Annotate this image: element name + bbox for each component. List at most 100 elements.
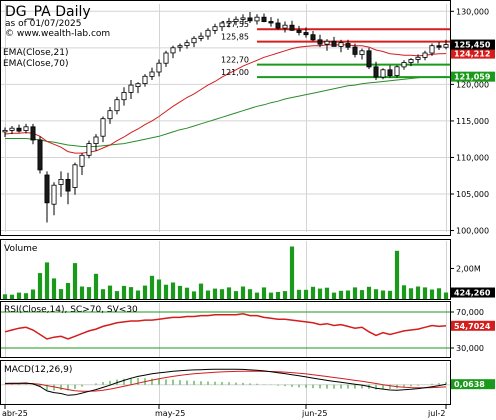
volume-bar [394,250,400,299]
candle-body [394,66,400,77]
last-ema21-label: 124,212 [454,50,490,59]
volume-bar [30,289,36,299]
candle-body [366,50,372,68]
candle-body [79,154,85,167]
macd-line [4,368,447,396]
volume-bar [23,293,29,299]
volume-bar [149,275,155,299]
level-label: 122,70 [221,56,249,65]
volume-bar [9,294,15,299]
rsi-tick-label: 30,000 [456,344,484,353]
candle-body [422,52,428,58]
candle-body [212,26,218,31]
volume-bar [86,287,92,299]
candle-body [226,21,232,24]
volume-bar [401,285,407,299]
candle-body [44,174,50,204]
candle-body [198,35,204,39]
macd-label: MACD(12,26,9) [4,365,72,375]
candle-body [128,84,134,93]
volume-bar [261,287,267,299]
candle-body [296,29,302,33]
candle-body [23,126,29,131]
candle-body [16,127,22,132]
level-label: 127,55 [221,20,249,29]
candle-body [289,24,295,31]
rsi-line [4,313,447,340]
candle-body [415,56,421,60]
candle-body [107,110,113,120]
candle-body [37,139,43,171]
series-layer: 127,55 125,85 122,70 121,00 [1,12,450,396]
x-tick-label: jul-2 [427,409,446,418]
x-tick-label: abr-25 [2,409,28,418]
volume-bar [436,288,442,299]
volume-bar [156,279,162,299]
candle-body [387,69,393,77]
volume-bar [352,287,358,299]
volume-bar [233,291,239,299]
candle-body [268,21,274,24]
ema21-label: EMA(Close,21) [3,48,68,58]
last-volume-label: 424,260 [454,289,491,298]
volume-bar [128,287,134,299]
last-ema70-label: 121,059 [454,73,491,82]
candle-body [100,118,106,137]
axis-layer: 130,000125,000120,000115,000110,000105,0… [2,7,495,418]
candle-body [247,17,253,22]
last-ema70-label-bg [451,71,495,82]
volume-bar [408,288,414,299]
last-macd-label: 0,0638 [454,380,485,389]
volume-panel [0,239,451,300]
price-tick-label: 110,000 [456,153,489,162]
rsi-label: RSI(Close,14), SC>70, SV<30 [4,305,138,315]
volume-bar [142,285,148,299]
candle-body [401,62,407,68]
volume-bar [226,287,232,299]
candle-body [345,43,351,48]
price-tick-label: 115,000 [456,117,489,126]
candle-body [184,42,190,47]
candle-body [149,71,155,77]
candle-body [233,18,239,22]
volume-bar [366,286,372,299]
chart-title: DG_PA Daily [5,4,91,20]
candle-body [65,178,71,192]
candle-body [373,66,379,78]
candle-body [443,44,449,48]
volume-bar [114,291,120,299]
volume-bar [121,285,127,299]
volume-bar [317,288,323,299]
last-ema21-label-bg [451,48,495,59]
volume-bar [93,273,99,299]
volume-bar [359,290,365,299]
candle-body [380,69,386,78]
candle-body [142,75,148,85]
volume-bar [16,292,22,299]
candle-body [219,22,225,28]
volume-bar [163,284,169,299]
candle-body [170,47,176,54]
candle-body [177,45,183,48]
volume-bar [373,289,379,299]
last-macd-bg [451,379,495,390]
candle-body [338,42,344,47]
volume-bar [198,283,204,299]
candle-body [324,40,330,45]
candle-body [9,127,15,131]
volume-bar [345,290,351,299]
volume-bar [422,287,428,299]
last-close-label-bg [451,39,495,50]
volume-bar [443,292,449,299]
volume-bar [37,273,43,299]
volume-bar [296,289,302,299]
volume-bar [170,282,176,299]
volume-bar [205,290,211,299]
volume-bar [247,289,253,299]
last-rsi-label: 54,7024 [454,322,491,331]
price-tick-label: 105,000 [456,190,489,199]
ema21-line [4,44,447,154]
candle-body [86,143,92,156]
